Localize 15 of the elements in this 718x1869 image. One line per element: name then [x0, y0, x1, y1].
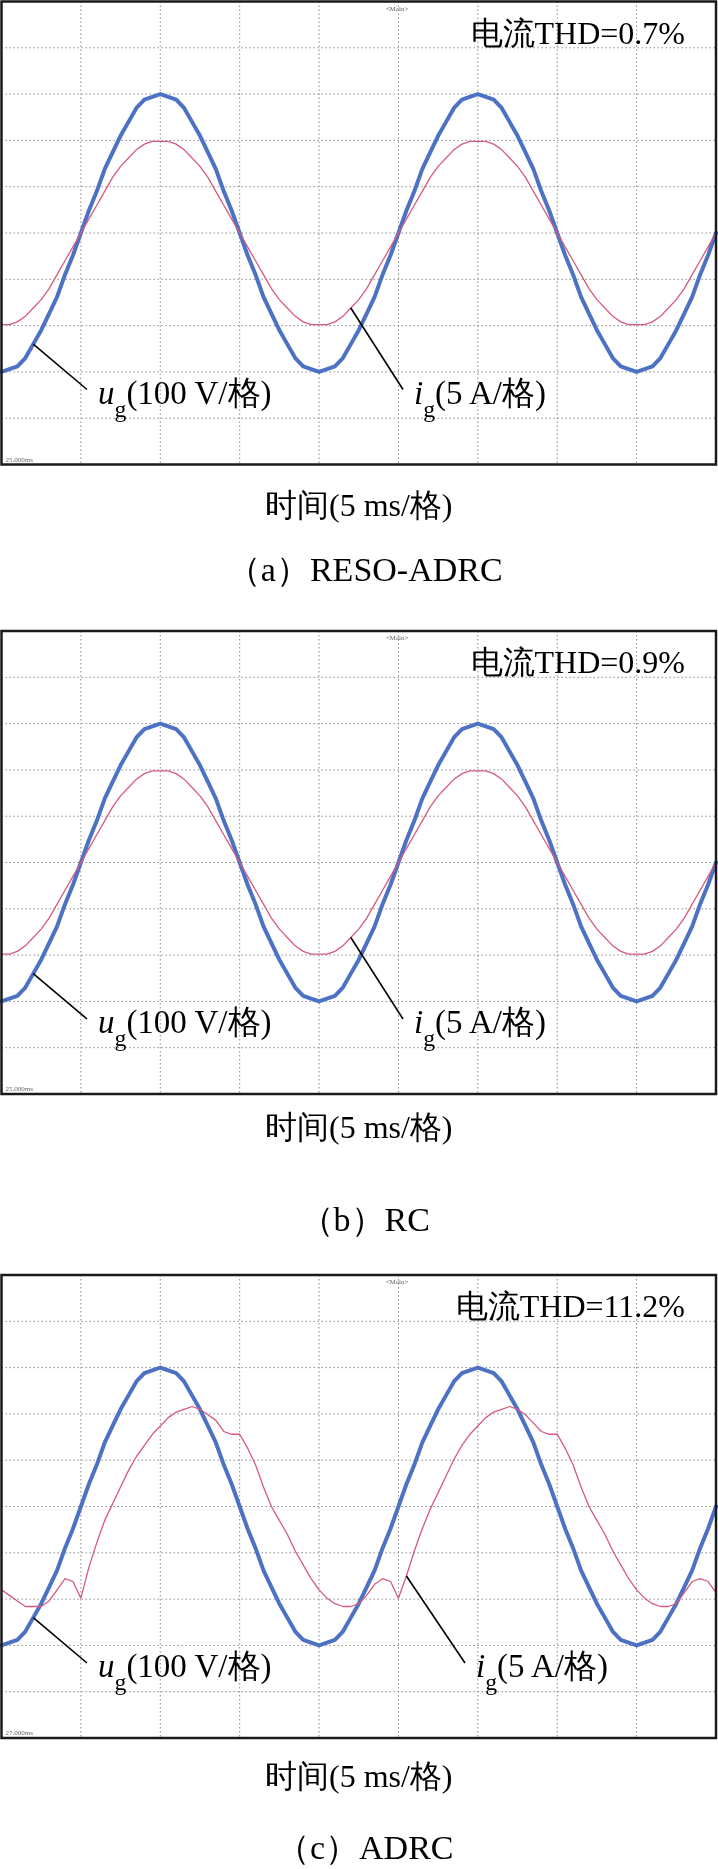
- annotation: 电流THD=0.7%: [470, 14, 685, 51]
- x-axis-title: 时间(5 ms/格): [265, 486, 453, 523]
- series-label: i$_{g}$(5 A/格): [414, 1004, 546, 1051]
- series-label: u$_{g}$(100 V/格): [98, 1004, 272, 1051]
- series-label: u$_{g}$(100 V/格): [98, 1648, 272, 1695]
- x-axis-title: 时间(5 ms/格): [265, 1758, 453, 1794]
- title: （a）RESO-ADRC: [226, 550, 503, 588]
- annotation: 电流THD=11.2%: [455, 1288, 685, 1324]
- annotation: 电流THD=0.9%: [470, 644, 685, 680]
- series-label: i$_{g}$(5 A/格): [476, 1648, 608, 1695]
- title: （c）ADRC: [275, 1829, 454, 1866]
- title: （b）RC: [299, 1201, 430, 1238]
- x-axis-title: 时间(5 ms/格): [265, 1109, 453, 1145]
- series-label: u$_{g}$(100 V/格): [98, 374, 272, 422]
- series-label: i$_{g}$(5 A/格): [414, 374, 546, 422]
